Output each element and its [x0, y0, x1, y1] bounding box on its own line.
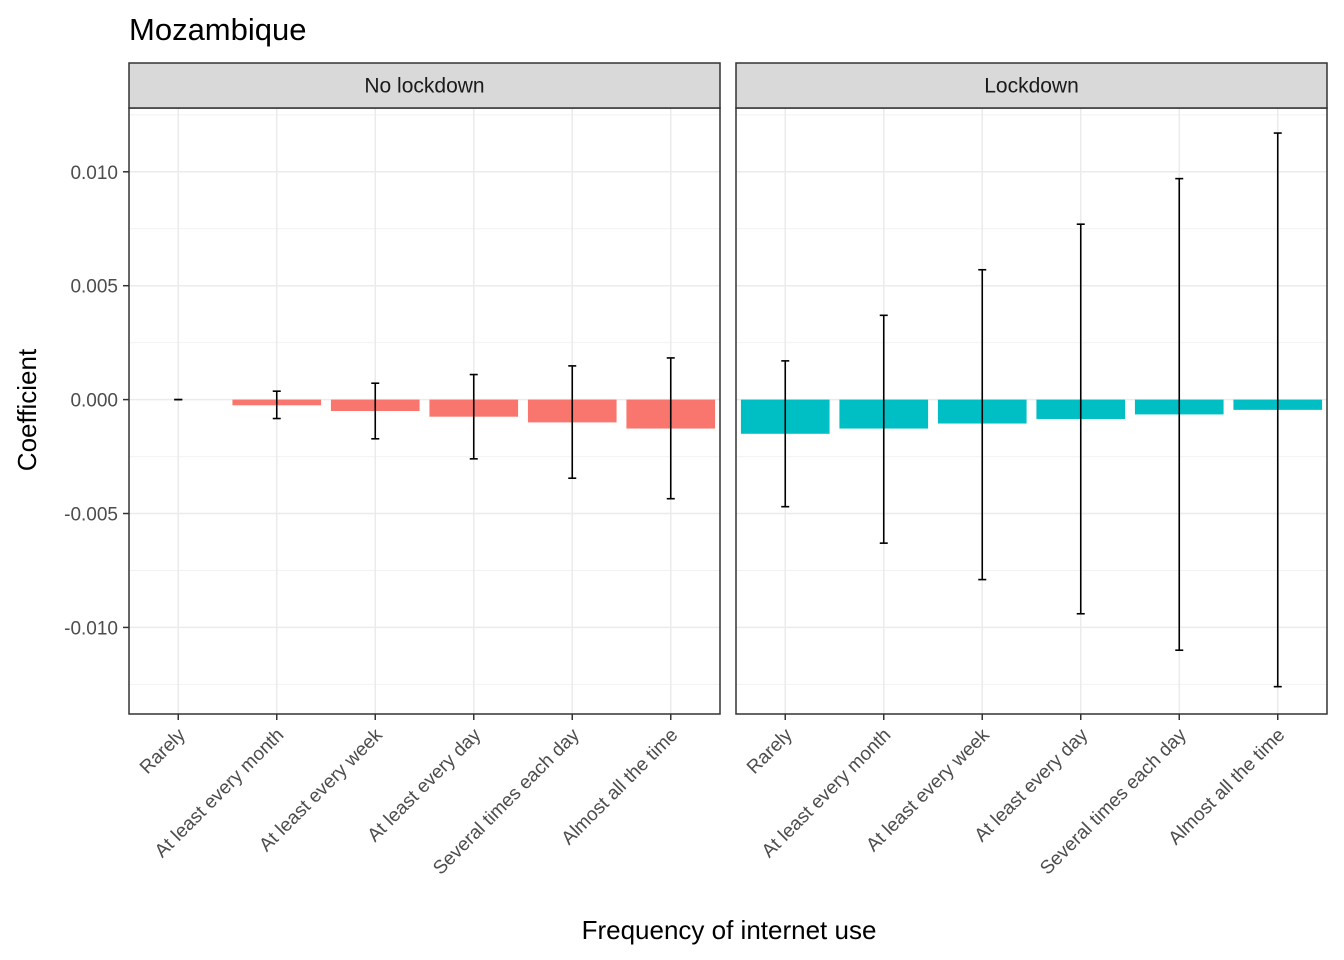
x-tick-label: Rarely — [743, 724, 797, 778]
facet-strip-label: No lockdown — [364, 75, 484, 98]
y-tick-label: -0.010 — [64, 618, 118, 639]
panel-background — [736, 108, 1327, 714]
y-tick-label: 0.000 — [70, 391, 118, 412]
facet-strip — [735, 62, 1328, 109]
facet-strip-label: Lockdown — [984, 75, 1079, 98]
facet-strip — [128, 62, 721, 109]
y-tick-label: -0.005 — [64, 505, 118, 526]
y-axis-title: Coefficient — [12, 348, 42, 471]
panel-background — [129, 108, 720, 714]
y-tick-label: 0.005 — [70, 277, 118, 298]
y-axis: -0.010 -0.005 0.000 0.005 0.010 — [64, 163, 129, 639]
chart-title: Mozambique — [129, 12, 306, 47]
y-tick-label: 0.010 — [70, 163, 118, 184]
x-axis-title: Frequency of internet use — [582, 915, 877, 945]
x-tick-label: Rarely — [136, 724, 190, 778]
